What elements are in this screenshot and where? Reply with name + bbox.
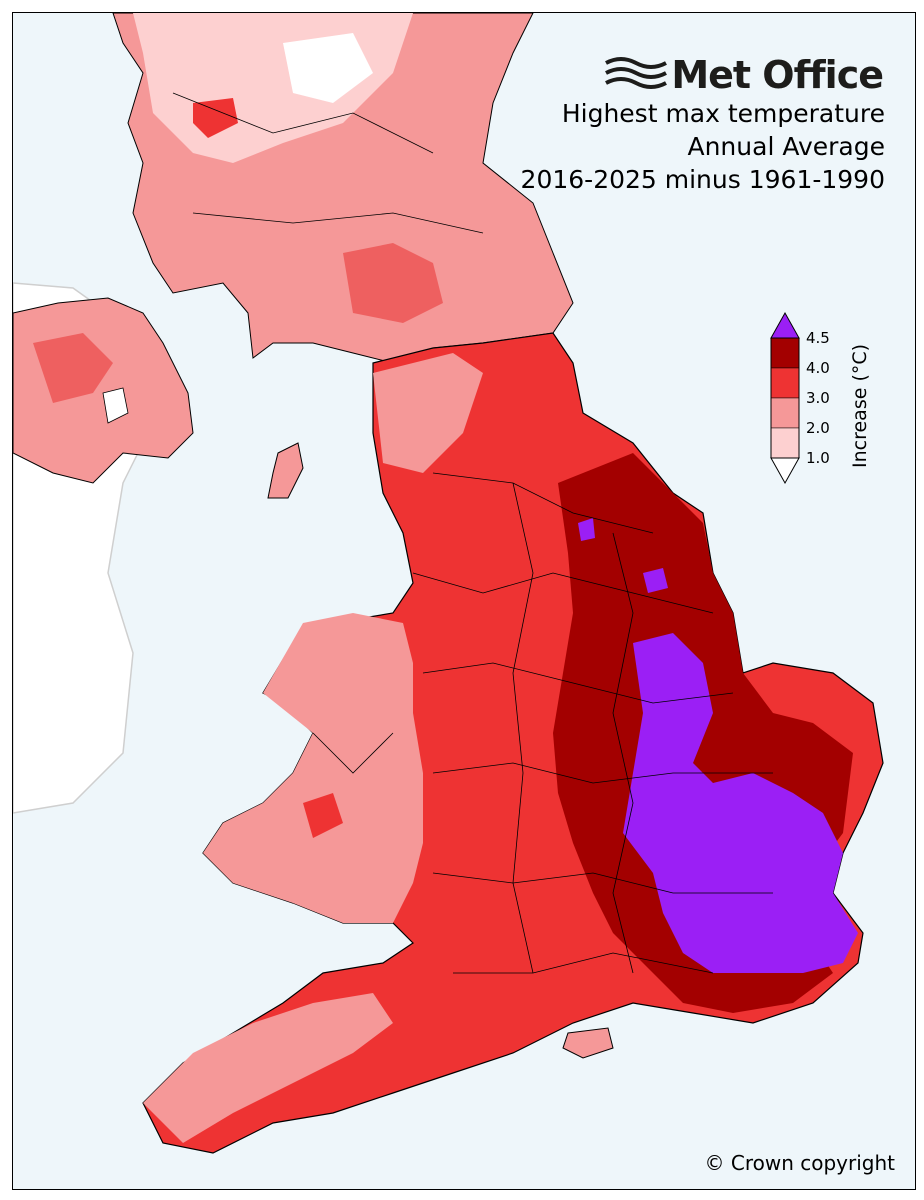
colorbar-bin [770,397,800,429]
colorbar-title: Increase (°C) [849,343,871,468]
colorbar-bin [770,367,800,399]
map-frame: Met Office Highest max temperature Annua… [12,12,916,1190]
colorbar-tick-label: 3.0 [806,389,830,407]
county-borders [172,92,773,974]
colorbar-tick-label: 4.0 [806,359,830,377]
hotspot-area [623,633,858,973]
colorbar-bin [770,427,800,459]
northern-ireland [13,297,194,484]
colorbar-over-arrow [770,311,800,339]
isle-of-man [267,442,304,499]
colorbar-tick-label: 4.5 [806,329,830,347]
colorbar-tick-label: 1.0 [806,449,830,467]
isle-of-wight [562,1027,614,1059]
map-title-block: Highest max temperature Annual Average 2… [521,97,885,196]
title-line-2: Annual Average [687,132,885,161]
met-office-logo: Met Office [671,53,884,97]
title-line-1: Highest max temperature [561,99,885,128]
temperature-map [13,13,884,1154]
colorbar-under-arrow [770,457,800,485]
title-line-3: 2016-2025 minus 1961-1990 [520,165,885,194]
colorbar [770,311,800,485]
colorbar-bin [770,337,800,369]
copyright-notice: © Crown copyright [704,1151,896,1175]
brand-name: Met Office [671,53,884,97]
colorbar-tick-label: 2.0 [806,419,830,437]
met-office-wave-icon [605,57,667,89]
